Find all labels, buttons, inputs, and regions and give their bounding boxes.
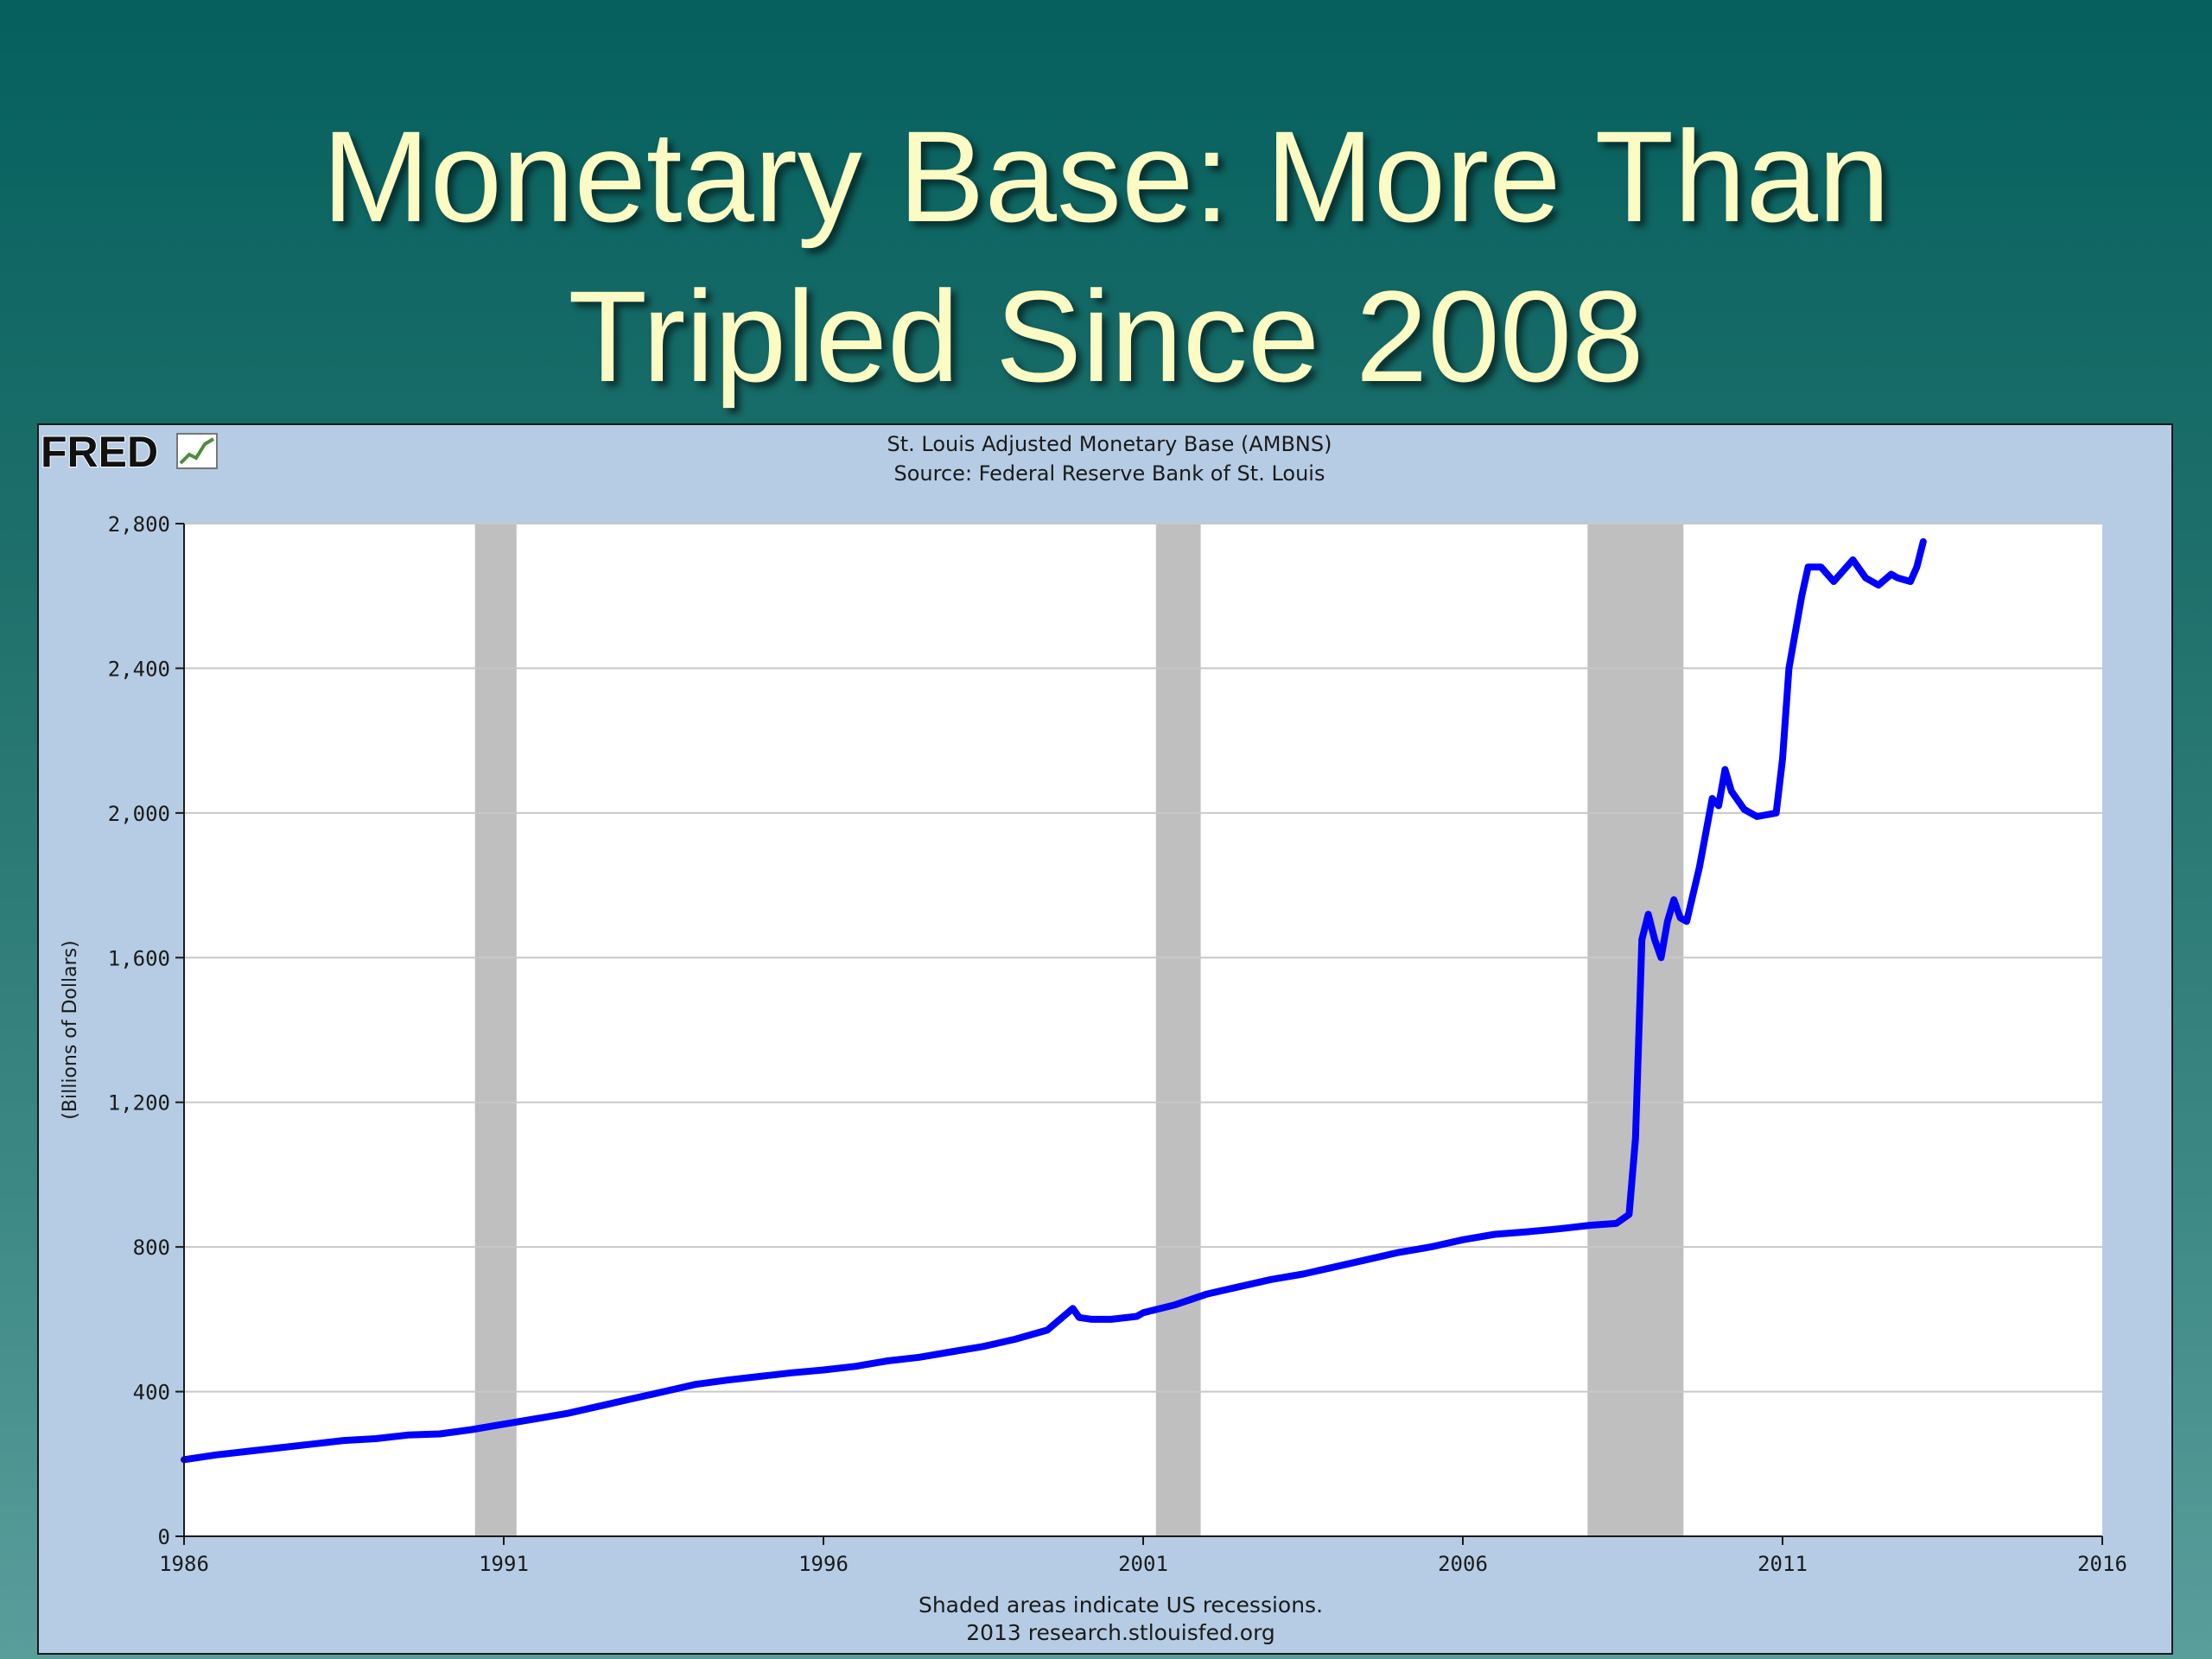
footnote-recessions: Shaded areas indicate US recessions. bbox=[918, 1592, 1323, 1618]
x-tick-label-4: 2006 bbox=[1438, 1552, 1488, 1576]
y-tick-label-6: 2,400 bbox=[108, 657, 170, 681]
chart-subtitle: Source: Federal Reserve Bank of St. Loui… bbox=[894, 461, 1325, 486]
slide-title: Monetary Base: More Than Tripled Since 2… bbox=[0, 97, 2212, 416]
chart-frame: St. Louis Adjusted Monetary Base (AMBNS)… bbox=[37, 423, 2173, 1655]
y-tick-label-0: 0 bbox=[158, 1525, 170, 1549]
y-axis-label: (Billions of Dollars) bbox=[60, 940, 81, 1119]
plot-area bbox=[184, 524, 2102, 1536]
x-tick-label-2: 1996 bbox=[798, 1552, 849, 1576]
x-tick-label-5: 2011 bbox=[1758, 1552, 1808, 1576]
axes bbox=[175, 523, 2103, 1545]
fred-logo: FRED bbox=[40, 427, 218, 474]
slide-title-line-1: Monetary Base: More Than bbox=[321, 104, 1891, 249]
grid-lines bbox=[184, 523, 2102, 1393]
slide-title-line-2: Tripled Since 2008 bbox=[568, 264, 1644, 409]
y-tick-label-4: 1,600 bbox=[108, 946, 170, 970]
x-tick-label-1: 1991 bbox=[479, 1552, 529, 1576]
fred-logo-text: FRED bbox=[41, 428, 158, 474]
recession-band-3 bbox=[1587, 524, 1684, 1536]
chart-title: St. Louis Adjusted Monetary Base (AMBNS) bbox=[887, 432, 1332, 456]
x-tick-labels: 1986 1991 1996 2001 2006 2011 2016 bbox=[159, 1552, 2127, 1576]
y-tick-label-1: 400 bbox=[133, 1381, 170, 1405]
y-tick-label-2: 800 bbox=[133, 1236, 170, 1260]
series-layer bbox=[181, 537, 1927, 1464]
footnote-source: 2013 research.stlouisfed.org bbox=[966, 1620, 1275, 1645]
x-tick-label-0: 1986 bbox=[159, 1552, 209, 1576]
series-line-1 bbox=[181, 537, 1927, 1464]
x-tick-label-6: 2016 bbox=[2077, 1552, 2127, 1576]
y-tick-labels: 0 400 800 1,200 1,600 2,000 2,400 2,800 bbox=[108, 512, 170, 1549]
x-tick-label-3: 2001 bbox=[1118, 1552, 1168, 1576]
recession-bands bbox=[474, 524, 1684, 1536]
recession-band-2 bbox=[1155, 524, 1201, 1536]
fred-chart-icon bbox=[176, 433, 218, 469]
y-tick-label-5: 2,000 bbox=[108, 802, 170, 826]
y-tick-label-7: 2,800 bbox=[108, 512, 170, 537]
recession-band-1 bbox=[474, 524, 517, 1536]
y-tick-label-3: 1,200 bbox=[108, 1091, 170, 1116]
monetary-base-chart: St. Louis Adjusted Monetary Base (AMBNS)… bbox=[60, 432, 2127, 1645]
